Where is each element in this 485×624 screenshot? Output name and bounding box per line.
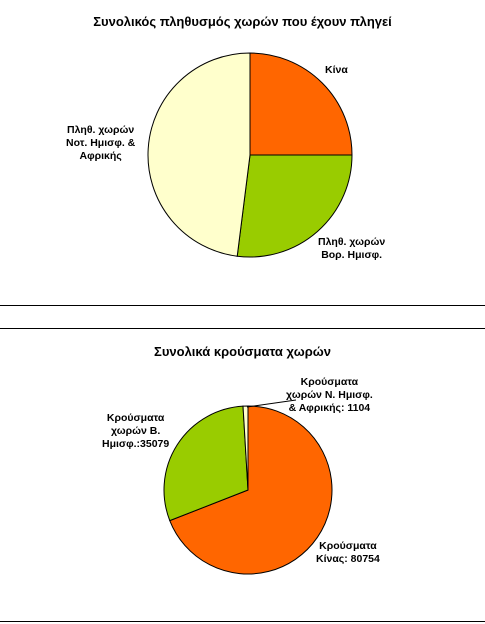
- pie-svg: [147, 52, 353, 258]
- slice-label-south-cases: Κρούσματα χωρών Ν. Ημισφ. & Αφρικής: 110…: [286, 376, 373, 414]
- slice-china: [249, 52, 353, 156]
- separator-bottom: [0, 621, 485, 622]
- cases-pie-chart: Συνολικά κρούσματα χωρών Κρούσματα Κίνας…: [0, 328, 485, 624]
- population-pie-chart: Συνολικός πληθυσμός χωρών που έχουν πληγ…: [0, 0, 485, 306]
- leader-line: [246, 399, 297, 408]
- pie-svg: [163, 399, 333, 575]
- slice-label-north-cases: Κρούσματα χωρών Β. Ημισφ.:35079: [102, 412, 170, 450]
- slice-label-china-cases: Κρούσματα Κίνας: 80754: [316, 540, 380, 565]
- chart-title: Συνολικά κρούσματα χωρών: [154, 344, 331, 359]
- slice-north-hemisphere: [236, 154, 353, 258]
- slice-label-north: Πληθ. χωρών Βορ. Ημισφ.: [318, 236, 386, 261]
- slice-south-hemisphere-africa-cases: [242, 405, 249, 491]
- slice-china-cases: [169, 405, 333, 575]
- slice-north-hemisphere-cases: [163, 405, 249, 522]
- slice-south-hemisphere-africa: [147, 52, 251, 257]
- separator-middle: [0, 328, 485, 329]
- chart-title: Συνολικός πληθυσμός χωρών που έχουν πληγ…: [93, 14, 392, 29]
- slice-label-south: Πληθ. χωρών Νοτ. Ημισφ. & Αφρικής: [66, 124, 136, 162]
- separator-top: [0, 305, 485, 306]
- slice-label-china: Κίνα: [325, 64, 348, 76]
